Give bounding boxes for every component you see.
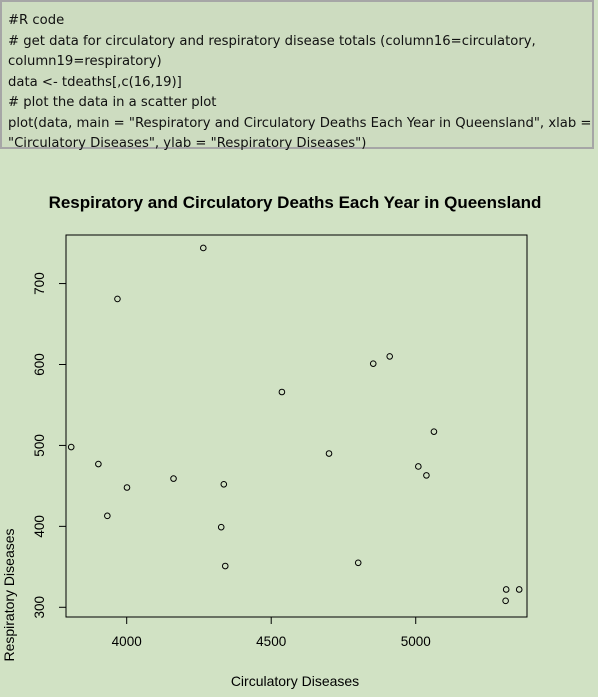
data-point (221, 562, 229, 570)
y-axis: 300 400 500 600 700 (32, 272, 67, 619)
data-point (278, 388, 286, 396)
code-line: # get data for circulatory and respirato… (8, 33, 536, 49)
data-point (104, 512, 111, 520)
y-tick-label: 400 (32, 515, 47, 538)
y-axis-label: Respiratory Diseases (1, 528, 17, 661)
x-axis-label: Circulatory Diseases (231, 673, 359, 689)
data-point (217, 523, 225, 531)
data-point (430, 428, 438, 435)
y-tick-label: 600 (32, 353, 47, 376)
data-point (423, 472, 430, 479)
data-point (369, 360, 377, 367)
r-code-block: #R code # get data for circulatory and r… (0, 0, 594, 151)
code-line: plot(data, main = "Respiratory and Circu… (8, 115, 592, 131)
data-point (386, 353, 394, 360)
data-point (220, 480, 228, 488)
y-tick-label: 700 (32, 272, 47, 295)
data-point (325, 450, 333, 457)
data-points (67, 244, 523, 605)
x-tick-label: 4000 (112, 634, 142, 649)
data-point (502, 586, 510, 593)
data-point (415, 463, 422, 470)
data-point (354, 559, 362, 567)
data-point (199, 244, 207, 252)
x-tick-label: 4500 (256, 634, 286, 649)
data-point (515, 586, 523, 593)
code-line: "Circulatory Diseases", ylab = "Respirat… (8, 136, 367, 151)
y-tick-label: 300 (32, 596, 47, 619)
data-point (114, 295, 121, 303)
code-line: column19=respiratory) (8, 54, 162, 69)
plot-area-frame (65, 234, 528, 618)
x-tick-label: 5000 (401, 634, 431, 649)
data-point (170, 475, 177, 482)
scatter-plot: Respiratory and Circulatory Deaths Each … (1, 193, 542, 689)
x-axis: 4000 4500 5000 (112, 616, 431, 649)
y-tick-label: 500 (32, 434, 47, 457)
data-point (67, 443, 75, 451)
data-point (95, 460, 102, 468)
code-line: data <- tdeaths[,c(16,19)] (8, 74, 182, 90)
chart-title: Respiratory and Circulatory Deaths Each … (49, 193, 542, 212)
data-point (123, 484, 131, 491)
data-point (502, 597, 509, 605)
code-line: #R code (8, 13, 65, 28)
code-line: # plot the data in a scatter plot (8, 95, 217, 110)
